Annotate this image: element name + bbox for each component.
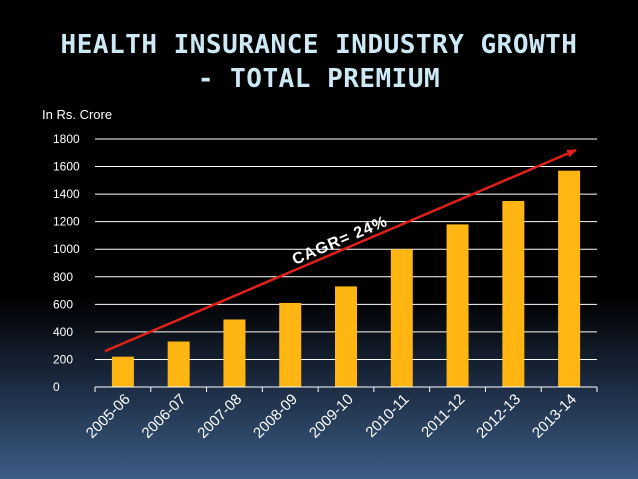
- x-tick-label: 2012-13: [473, 391, 524, 442]
- x-tick-label: 2007-08: [194, 391, 245, 442]
- x-tick-label: 2013-14: [529, 391, 580, 442]
- x-tick-label: 2006-07: [139, 391, 190, 442]
- y-tick-label: 1400: [53, 187, 80, 201]
- y-tick-label: 1800: [53, 132, 80, 146]
- x-tick-label: 2010-11: [362, 391, 412, 441]
- y-tick-label: 1600: [53, 160, 80, 174]
- bar-2011-12: [446, 224, 469, 387]
- y-axis-unit-label: In Rs. Crore: [42, 107, 113, 122]
- y-tick-label: 1000: [53, 242, 80, 256]
- y-tick-label: 0: [53, 380, 60, 394]
- bar-2008-09: [279, 302, 302, 387]
- y-tick-label: 1200: [53, 215, 80, 229]
- x-tick-label: 2008-09: [250, 391, 301, 442]
- slide-title: HEALTH INSURANCE INDUSTRY GROWTH - TOTAL…: [60, 30, 578, 94]
- y-tick-label: 400: [53, 325, 73, 339]
- x-tick-label: 2009-10: [306, 391, 357, 442]
- bar-2005-06: [111, 356, 134, 387]
- x-tick-label: 2011-12: [418, 391, 468, 441]
- x-tick-label: 2005-06: [83, 391, 134, 442]
- y-tick-label: 600: [53, 297, 73, 311]
- bar-2007-08: [223, 319, 246, 387]
- bar-2010-11: [390, 249, 413, 387]
- bar-2009-10: [335, 286, 357, 387]
- bar-2006-07: [167, 341, 190, 387]
- bar-2012-13: [502, 201, 525, 387]
- cagr-trend-arrow: [104, 148, 578, 353]
- y-tick-label: 200: [53, 352, 73, 366]
- y-tick-label: 800: [53, 270, 73, 284]
- bar-2013-14: [558, 170, 581, 387]
